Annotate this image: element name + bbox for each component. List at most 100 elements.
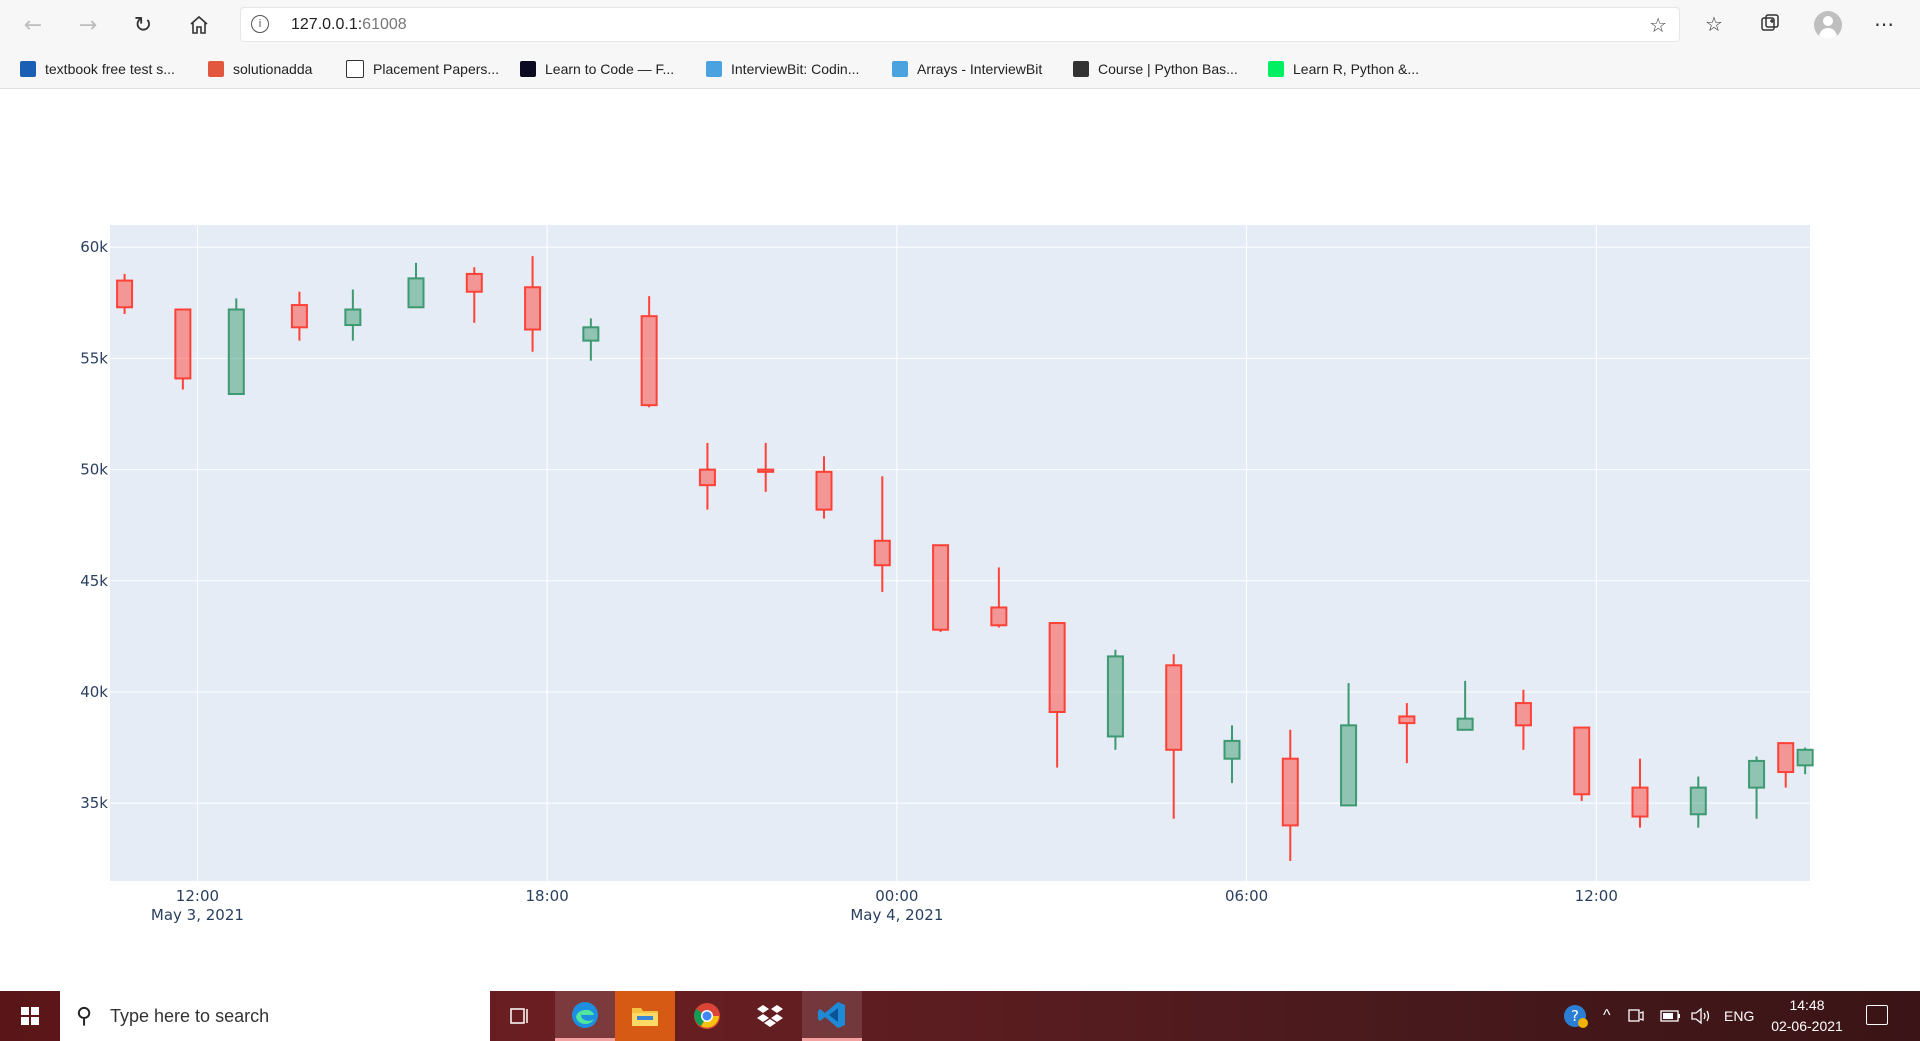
candle-body [990, 606, 1008, 627]
collections-icon [1761, 14, 1779, 31]
bookmark-favicon-icon [208, 61, 224, 77]
task-view-icon [510, 1008, 528, 1024]
windows-taskbar: ⚲ Type here to search ? ^ ENG 14:48 02-0… [0, 991, 1920, 1041]
candle-body [1573, 726, 1591, 796]
task-view-button[interactable] [490, 991, 550, 1041]
candle-body [227, 308, 245, 396]
candle-body [116, 279, 134, 309]
start-button[interactable] [0, 991, 60, 1041]
battery-icon [1660, 1010, 1680, 1022]
home-icon [190, 15, 208, 34]
more-menu-button[interactable]: ⋯ [1870, 12, 1898, 38]
speaker-icon [1691, 1007, 1710, 1025]
candle-body [698, 468, 716, 487]
plot-area [110, 225, 1810, 881]
windows-logo-icon [21, 1007, 39, 1025]
bookmark-favicon-icon [706, 61, 722, 77]
candle-body [873, 539, 891, 567]
collections-button[interactable] [1756, 12, 1784, 38]
bookmark-label: Arrays - InterviewBit [917, 61, 1043, 77]
x-tick-label: 12:00 [1575, 887, 1618, 905]
monitor-icon [1628, 1009, 1644, 1022]
bookmark-favicon-icon [20, 61, 36, 77]
candle-body [582, 326, 600, 342]
system-clock[interactable]: 14:48 02-06-2021 [1752, 995, 1862, 1037]
bookmark-item[interactable]: textbook free test s... [20, 59, 175, 79]
candle-body [1106, 655, 1124, 738]
refresh-icon: ↻ [133, 12, 153, 38]
y-tick-label: 60k [80, 238, 108, 256]
taskbar-file-explorer[interactable] [615, 991, 675, 1041]
profile-avatar[interactable] [1814, 11, 1842, 39]
bookmark-item[interactable]: solutionadda [208, 59, 312, 79]
address-bar[interactable]: i 127.0.0.1:61008 ☆ [240, 7, 1680, 42]
language-indicator[interactable]: ENG [1724, 991, 1754, 1041]
site-info-icon[interactable]: i [251, 15, 269, 33]
candle-body [1456, 717, 1474, 731]
x-tick-date-label: May 3, 2021 [151, 906, 244, 924]
bookmark-favicon-icon [1073, 61, 1089, 77]
forward-button[interactable]: → [73, 10, 103, 40]
candle-body [465, 272, 483, 293]
bookmark-label: Course | Python Bas... [1098, 61, 1238, 77]
x-tick-label: 12:00 [176, 887, 219, 905]
bookmark-item[interactable]: Learn to Code — F... [520, 59, 674, 79]
edge-icon [572, 1001, 598, 1028]
meet-now-tray[interactable] [1627, 991, 1645, 1041]
chrome-icon [694, 1003, 720, 1029]
candle-body [1223, 739, 1241, 760]
candle-body [1796, 748, 1814, 767]
y-tick-label: 45k [80, 572, 108, 590]
help-tray-icon[interactable]: ? [1562, 991, 1590, 1041]
bookmarks-bar: textbook free test s... solutionadda Place… [0, 49, 1920, 89]
candle-body [1048, 622, 1066, 713]
browser-toolbar: ← → ↻ i 127.0.0.1:61008 ☆ ☆ ⋯ [0, 0, 1920, 49]
chart-container: 35k 40k 45k 50k 55k 60k 12:00 May 3, 2021 18:00 0… [0, 90, 1920, 990]
refresh-button[interactable]: ↻ [128, 10, 158, 40]
volume-tray[interactable] [1690, 991, 1712, 1041]
taskbar-chrome[interactable] [677, 991, 737, 1041]
language-label: ENG [1724, 1008, 1755, 1024]
y-tick-label: 50k [80, 461, 108, 479]
bookmark-item[interactable]: Learn R, Python &... [1268, 59, 1419, 79]
bookmark-label: Learn to Code — F... [545, 61, 675, 77]
candle-body [640, 315, 658, 407]
battery-tray[interactable] [1660, 991, 1682, 1041]
add-favorite-star-icon[interactable]: ☆ [1649, 13, 1667, 37]
taskbar-edge[interactable] [555, 991, 615, 1041]
url-port: 61008 [362, 16, 407, 33]
bookmark-label: InterviewBit: Codin... [731, 61, 860, 77]
back-button[interactable]: ← [18, 10, 48, 40]
candle-body [757, 468, 775, 473]
chevron-up-icon: ^ [1603, 1007, 1611, 1024]
candle-body [524, 286, 542, 331]
bookmark-favicon-icon [892, 61, 908, 77]
bookmark-item[interactable]: InterviewBit: Codin... [706, 59, 859, 79]
show-hidden-icons-button[interactable]: ^ [1603, 991, 1611, 1041]
bookmark-item[interactable]: Placement Papers... [346, 59, 499, 79]
x-tick-label: 06:00 [1225, 887, 1268, 905]
bookmark-item[interactable]: Course | Python Bas... [1073, 59, 1238, 79]
x-tick-label: 18:00 [526, 887, 569, 905]
candle-body [932, 544, 950, 631]
candle-body [1398, 715, 1416, 725]
taskbar-search[interactable]: ⚲ Type here to search [60, 991, 490, 1041]
taskbar-dropbox[interactable] [740, 991, 800, 1041]
favorites-button[interactable]: ☆ [1700, 12, 1728, 38]
clock-date: 02-06-2021 [1771, 1018, 1843, 1034]
candle-body [344, 308, 362, 327]
candle-body [1689, 786, 1707, 816]
y-tick-label: 40k [80, 683, 108, 701]
arrow-right-icon: → [78, 12, 98, 38]
svg-text:?: ? [1571, 1007, 1579, 1025]
bookmark-item[interactable]: Arrays - InterviewBit [892, 59, 1042, 79]
candle-body [1165, 664, 1183, 751]
taskbar-vscode[interactable] [802, 991, 862, 1041]
arrow-left-icon: ← [23, 12, 43, 38]
folder-icon [632, 1008, 658, 1026]
url-text[interactable]: 127.0.0.1:61008 [291, 16, 407, 34]
notifications-icon[interactable] [1866, 1005, 1888, 1025]
home-button[interactable] [184, 10, 214, 40]
x-tick-date-label: May 4, 2021 [850, 906, 943, 924]
favorites-list-icon: ☆ [1705, 12, 1723, 36]
